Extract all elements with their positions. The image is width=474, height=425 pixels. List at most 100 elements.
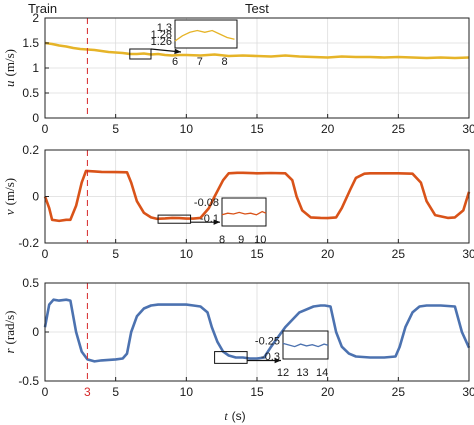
r-xtick-label-3: 15 (250, 385, 264, 399)
r-series-point-27 (228, 354, 230, 357)
r-y-axis-label: r (rad/s) (2, 311, 17, 354)
v-series-point-26 (222, 179, 224, 181)
r-series-point-49 (411, 311, 414, 313)
r-xtick-label-5: 25 (392, 385, 406, 399)
u-series-point-30 (327, 56, 329, 59)
u-series-point-19 (178, 54, 180, 56)
v-zoom-box (157, 214, 192, 224)
u-xtick-label-0: 0 (42, 122, 49, 136)
v-series-point-9 (93, 170, 96, 172)
u-xtick-label-2: 10 (180, 122, 194, 136)
v-inset-xtick-label-2: 10 (254, 234, 266, 246)
v-series-point-13 (130, 182, 132, 184)
u-inset-xtick-label-1: 7 (197, 56, 203, 68)
u-series-point-7 (93, 49, 96, 51)
u-series-point-27 (284, 54, 286, 57)
r-xtick-label-1: 5 (112, 385, 119, 399)
v-series-point-29 (242, 172, 244, 174)
v-inset-line (221, 210, 267, 216)
r-ytick-label-1: 0 (32, 325, 39, 339)
series-layer (43, 41, 471, 363)
r-series-point-3 (58, 300, 60, 302)
u-series-point-10 (115, 51, 117, 54)
v-series-point-15 (143, 212, 145, 214)
u-y-axis-label: u (m/s) (2, 49, 17, 87)
v-series-point-36 (310, 216, 312, 218)
r-y-axis-variable: r (2, 348, 17, 354)
u-xtick-label-4: 20 (321, 122, 335, 136)
v-series-point-31 (270, 172, 272, 174)
v-series-point-1 (48, 207, 50, 209)
r-series-point-10 (100, 359, 103, 361)
u-series-point-26 (270, 55, 272, 58)
v-xtick-label-5: 25 (392, 247, 406, 261)
r-series-point-45 (383, 356, 385, 359)
u-ytick-label-1: 0.5 (22, 86, 39, 100)
r-y-axis-unit: (rad/s) (2, 311, 17, 345)
r-series-point-22 (199, 305, 202, 308)
v-series-point-3 (58, 220, 60, 222)
v-series-point-8 (85, 170, 87, 172)
u-series-point-11 (122, 52, 124, 54)
v-series-point-11 (115, 171, 117, 173)
r-series-point-1 (48, 304, 50, 306)
r-series-point-39 (329, 305, 332, 308)
v-series-point-7 (81, 182, 83, 184)
r-series-point-9 (93, 360, 96, 362)
v-series-point-10 (100, 171, 103, 173)
v-y-axis-variable: v (2, 209, 17, 215)
v-series-point-25 (214, 195, 216, 198)
v-series-point-52 (454, 216, 456, 218)
u-inset-ytick-label-0: 1.26 (151, 36, 172, 48)
u-ytick-label-3: 1.5 (22, 36, 39, 50)
r-series-point-14 (130, 331, 132, 333)
v-series-point-42 (355, 177, 357, 179)
u-zoom-arrowhead (174, 48, 181, 55)
v-series-point-45 (383, 172, 385, 174)
r-series-point-25 (216, 341, 218, 343)
v-series-point-48 (420, 182, 422, 184)
u-series-point-2 (58, 44, 60, 47)
v-xtick-label-6: 30 (462, 247, 474, 261)
r-series-point-33 (270, 346, 272, 348)
v-inset-frame (221, 197, 267, 227)
r-series-point-43 (355, 355, 357, 358)
u-series-point-8 (100, 50, 103, 52)
v-series-point-12 (126, 171, 128, 173)
v-series-point-19 (171, 217, 173, 219)
u-series-point-17 (164, 54, 166, 56)
u-zoom-box (129, 48, 152, 60)
r-series-point-8 (86, 358, 88, 360)
r-series-point-48 (404, 326, 406, 328)
v-ytick-label-0: -0.2 (18, 236, 39, 250)
r-series-point-2 (52, 299, 55, 301)
x-axis-label: t (s) (224, 409, 245, 423)
test-label: Test (245, 1, 269, 16)
r-series-point-44 (369, 356, 371, 359)
v-series-point-32 (284, 172, 286, 174)
v-series-point-43 (363, 173, 365, 175)
r-series-point-28 (235, 356, 237, 359)
u-series-point-31 (341, 55, 343, 58)
v-series-point-33 (291, 179, 293, 181)
u-series-point-29 (312, 56, 315, 58)
x-axis-variable: t (224, 409, 228, 423)
v-series-point-18 (164, 217, 166, 219)
r-series-point-13 (126, 353, 128, 355)
v-series-point-46 (397, 172, 399, 174)
u-series-point-24 (242, 54, 244, 57)
v-series-point-40 (341, 207, 343, 209)
r-series-point-53 (454, 305, 456, 308)
u-series-point-33 (369, 56, 371, 58)
u-series-point-14 (143, 52, 145, 55)
u-series-point-25 (256, 55, 258, 57)
r-zoom-arrowhead (274, 357, 281, 364)
r-series-point-29 (242, 356, 244, 359)
r-series-point-12 (122, 357, 124, 360)
v-series-point-41 (349, 188, 351, 191)
u-series-point-5 (79, 48, 81, 50)
u-series-point-20 (185, 54, 187, 56)
r-series-point-17 (150, 304, 152, 307)
